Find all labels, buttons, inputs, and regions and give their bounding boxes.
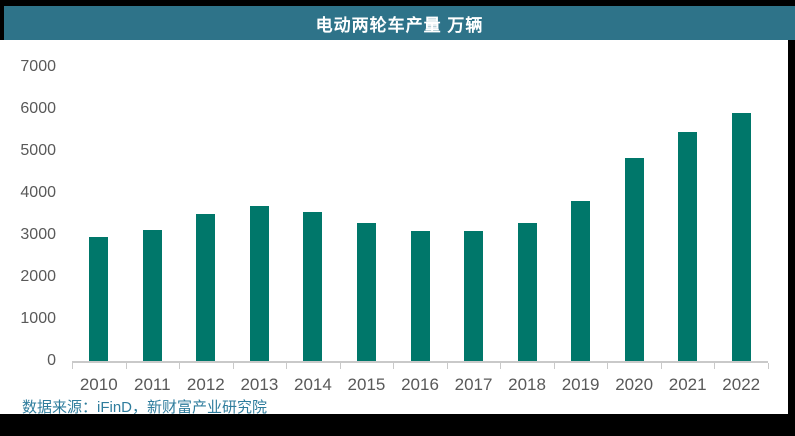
x-axis-tick bbox=[339, 363, 341, 369]
chart-title: 电动两轮车产量 万辆 bbox=[315, 15, 484, 35]
x-axis-label: 2016 bbox=[401, 375, 439, 394]
bar-2015 bbox=[356, 223, 376, 361]
x-axis-line bbox=[72, 361, 768, 363]
x-axis-tick bbox=[125, 363, 127, 369]
x-axis-tick bbox=[553, 363, 555, 369]
x-axis-tick bbox=[179, 363, 181, 369]
x-axis-label: 2021 bbox=[668, 375, 707, 394]
y-axis-label: 2000 bbox=[20, 268, 56, 285]
x-axis-label: 2013 bbox=[240, 375, 279, 394]
x-axis-label: 2019 bbox=[561, 375, 600, 394]
bar-2021 bbox=[678, 131, 698, 361]
bar-2022 bbox=[731, 113, 751, 361]
chart-title-banner: 电动两轮车产量 万辆 bbox=[4, 6, 795, 40]
y-axis-label: 1000 bbox=[20, 310, 56, 327]
y-axis-label: 4000 bbox=[20, 184, 56, 201]
y-axis-label: 3000 bbox=[20, 226, 56, 243]
bar-2011 bbox=[142, 230, 162, 361]
x-axis-tick bbox=[72, 363, 73, 369]
bar-2010 bbox=[89, 236, 109, 361]
x-axis-label: 2018 bbox=[508, 375, 546, 394]
x-axis-tick bbox=[714, 363, 716, 369]
x-axis-label: 2012 bbox=[186, 375, 225, 394]
x-axis-label: 2017 bbox=[454, 375, 493, 394]
bar-2016 bbox=[410, 230, 430, 361]
x-axis-label: 2022 bbox=[722, 375, 761, 394]
bar-2020 bbox=[624, 158, 644, 361]
bar-2014 bbox=[303, 212, 323, 361]
bar-2012 bbox=[196, 214, 216, 361]
y-axis-label: 0 bbox=[47, 352, 56, 369]
x-axis-tick bbox=[768, 363, 769, 369]
x-axis-tick bbox=[446, 363, 448, 369]
x-axis-tick bbox=[393, 363, 395, 369]
x-axis-tick bbox=[232, 363, 234, 369]
x-axis-label: 2011 bbox=[134, 375, 171, 394]
x-axis-tick bbox=[607, 363, 609, 369]
x-axis-label: 2020 bbox=[615, 375, 654, 394]
x-axis-label: 2014 bbox=[294, 375, 332, 394]
bar-2017 bbox=[464, 231, 484, 361]
bar-plot: 0 1000 2000 3000 4000 5000 6000 7000 2010 2011 201… bbox=[0, 40, 788, 414]
bar-2019 bbox=[571, 200, 591, 361]
bar-2018 bbox=[517, 222, 537, 361]
x-axis-tick bbox=[286, 363, 288, 369]
x-axis-label: 2015 bbox=[347, 375, 386, 394]
y-axis-label: 7000 bbox=[20, 58, 56, 75]
chart-area: 0 1000 2000 3000 4000 5000 6000 7000 2010 2011 201… bbox=[0, 40, 788, 414]
x-axis-tick bbox=[660, 363, 662, 369]
y-axis-label: 5000 bbox=[20, 142, 56, 159]
y-axis-label: 6000 bbox=[20, 100, 56, 117]
x-axis-tick bbox=[500, 363, 502, 369]
x-axis-label: 2010 bbox=[79, 375, 118, 394]
data-source: 数据来源：iFinD，新财富产业研究院 bbox=[22, 399, 268, 414]
bar-2013 bbox=[249, 205, 269, 361]
